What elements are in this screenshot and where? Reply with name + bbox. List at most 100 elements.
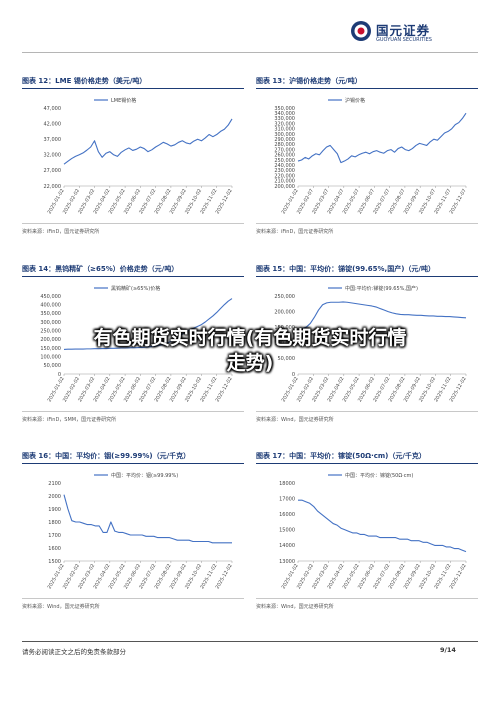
brand-logo: 国元证券 GUOYUAN SECURITIES <box>350 20 480 48</box>
chart-title: 图表 13：沪锡价格走势（元/吨） <box>256 77 362 85</box>
y-tick-label: 15000 <box>279 528 295 534</box>
chart-source: 资料来源：iFinD，国元证券研究所 <box>256 229 334 235</box>
y-tick-label: 47,000 <box>44 106 62 112</box>
y-tick-label: 210,000 <box>274 179 295 185</box>
chart-source: 资料来源：iFinD，国元证券研究所 <box>22 229 100 235</box>
y-tick-label: 16000 <box>279 512 295 518</box>
title-rule <box>22 88 244 89</box>
series-line <box>297 301 467 330</box>
series-line <box>63 118 233 165</box>
chart-title: 图表 12：LME 锡价格走势（美元/吨） <box>22 77 147 85</box>
y-tick-label: 240,000 <box>274 163 295 169</box>
chart-source: 资料来源：Wind，国元证券研究所 <box>22 604 100 610</box>
panel-bottom-rule <box>256 411 478 412</box>
y-tick-label: 230,000 <box>274 168 295 174</box>
y-tick-label: 250,000 <box>274 158 295 164</box>
y-tick-label: 250,000 <box>40 328 61 334</box>
y-tick-label: 100,000 <box>40 354 61 360</box>
y-tick-label: 300,000 <box>274 132 295 138</box>
panel-bottom-rule <box>22 598 244 599</box>
y-tick-label: 42,000 <box>44 121 62 127</box>
chart-title: 图表 16：中国：平均价：铟(≥99.99%)（元/千克） <box>22 452 191 460</box>
series-line <box>297 112 467 164</box>
y-tick-label: 0 <box>58 372 61 378</box>
title-rule <box>22 276 244 277</box>
title-rule <box>256 276 478 277</box>
y-tick-label: 260,000 <box>274 153 295 159</box>
line-chart-antimony: 中国:平均价:锑锭(99.65%,国产) 0 50,000 100,000 150,00… <box>274 285 467 403</box>
y-tick-label: 400,000 <box>40 302 61 308</box>
panel-bottom-rule <box>256 223 478 224</box>
y-tick-label: 200,000 <box>274 184 295 190</box>
y-tick-label: 150,000 <box>274 325 295 331</box>
y-tick-label: 100,000 <box>274 341 295 347</box>
y-tick-label: 290,000 <box>274 137 295 143</box>
y-tick-label: 22,000 <box>44 184 62 190</box>
y-tick-label: 270,000 <box>274 147 295 153</box>
legend-label: LME锡价格 <box>111 97 136 104</box>
line-chart-shfe-tin: 沪锡价格200,000210,000220,000230,000240,0002… <box>274 97 467 215</box>
y-tick-label: 330,000 <box>274 116 295 122</box>
y-tick-label: 1700 <box>48 533 61 539</box>
y-tick-label: 32,000 <box>44 153 62 159</box>
y-tick-label: 2000 <box>48 494 61 500</box>
page-number: 9/14 <box>440 646 456 654</box>
footer-disclaimer: 请务必阅读正文之后的免责条款部分 <box>22 648 126 656</box>
y-tick-label: 320,000 <box>274 121 295 127</box>
legend-label: 沪锡价格 <box>345 97 365 104</box>
y-tick-label: 310,000 <box>274 127 295 133</box>
y-tick-label: 150,000 <box>40 346 61 352</box>
y-tick-label: 340,000 <box>274 111 295 117</box>
y-tick-label: 50,000 <box>44 363 62 369</box>
y-tick-label: 300,000 <box>40 320 61 326</box>
y-tick-label: 0 <box>292 372 295 378</box>
panel-bottom-rule <box>22 223 244 224</box>
y-tick-label: 27,000 <box>44 168 62 174</box>
panel-bottom-rule <box>22 411 244 412</box>
y-tick-label: 1800 <box>48 520 61 526</box>
brand-name-cn: 国元证券 <box>376 23 431 38</box>
overlay-line-1: 有色期货实时行情(有色期货实时行情 <box>93 327 407 349</box>
chart-source: 资料来源：Wind，国元证券研究所 <box>256 604 334 610</box>
line-chart-gallium: 中国：平均价：镓锭(50Ω·cm) 13000 14000 15000 16000 170… <box>279 472 468 590</box>
y-tick-label: 200,000 <box>40 337 61 343</box>
brand-mark-icon <box>351 21 371 41</box>
brand-name-en: GUOYUAN SECURITIES <box>376 37 432 43</box>
y-tick-label: 200,000 <box>274 309 295 315</box>
y-tick-label: 1500 <box>48 559 61 565</box>
y-tick-label: 13000 <box>279 559 295 565</box>
y-tick-label: 220,000 <box>274 173 295 179</box>
y-tick-label: 2100 <box>48 481 61 487</box>
y-tick-label: 350,000 <box>40 311 61 317</box>
title-rule <box>256 463 478 464</box>
chart-title: 图表 17：中国：平均价：镓锭(50Ω·cm)（元/千克） <box>256 452 426 460</box>
overlay-caption: 有色期货实时行情(有色期货实时行情 走势) <box>40 326 460 376</box>
series-line <box>63 494 232 544</box>
chart-title: 图表 14：黑钨精矿（≥65%）价格走势（元/吨） <box>22 265 179 273</box>
y-tick-label: 1900 <box>48 507 61 513</box>
y-tick-label: 37,000 <box>44 137 62 143</box>
line-chart-indium: 中国：平均价：铟(≥99.99%) 1500 1600 1700 1800 1900 200… <box>47 472 234 590</box>
series-line <box>63 298 233 350</box>
y-tick-label: 350,000 <box>274 106 295 112</box>
legend-label: 中国：平均价：镓锭(50Ω·cm) <box>345 472 413 479</box>
line-chart-tungsten: 黑钨精矿(≥65%)价格 0 50,000 100,000 150,000 200,000… <box>40 285 233 403</box>
title-rule <box>256 88 478 89</box>
y-tick-label: 17000 <box>279 496 295 502</box>
legend-label: 中国:平均价:锑锭(99.65%,国产) <box>345 285 418 292</box>
legend-label: 黑钨精矿(≥65%)价格 <box>111 285 160 292</box>
footer-divider <box>22 641 478 642</box>
chart-source: 资料来源：iFinD，SMM，国元证券研究所 <box>22 417 117 423</box>
line-chart-lme-tin: LME锡价格 22,000 27,000 32,000 37,000 42,000 47,0… <box>44 97 234 215</box>
y-tick-label: 450,000 <box>40 294 61 300</box>
panel-bottom-rule <box>256 598 478 599</box>
y-tick-label: 250,000 <box>274 294 295 300</box>
y-tick-label: 50,000 <box>278 356 296 362</box>
y-tick-label: 1600 <box>48 546 61 552</box>
title-rule <box>22 463 244 464</box>
chart-source: 资料来源：Wind，国元证券研究所 <box>256 417 334 423</box>
overlay-line-2: 走势) <box>226 352 274 374</box>
legend-label: 中国：平均价：铟(≥99.99%) <box>111 472 178 479</box>
y-tick-label: 14000 <box>279 543 295 549</box>
y-tick-label: 18000 <box>279 481 295 487</box>
